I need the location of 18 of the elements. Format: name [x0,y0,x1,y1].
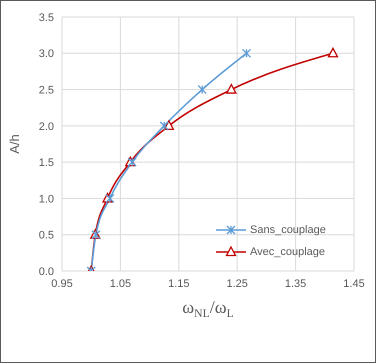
y-axis-title: A/h [7,134,22,154]
y-tick-label: 1.5 [38,157,54,170]
y-tick-label: 3.0 [38,48,54,60]
legend-label: Avec_couplage [250,246,326,258]
x-tick-label: 0.95 [51,278,73,290]
x-tick-label: 1.15 [168,278,190,290]
y-tick-label: 0.5 [38,230,54,242]
y-tick-label: 2.0 [38,120,54,133]
x-tick-label: 1.45 [343,278,365,290]
y-tick-label: 2.5 [38,84,54,96]
y-tick-label: 0.0 [38,266,54,278]
x-tick-label: 1.35 [284,278,306,290]
legend-label: Sans_couplage [250,224,326,236]
x-axis-title: ω$_{NL}$/ω$_{L}$ [182,297,234,320]
x-tick-label: 1.05 [110,278,132,290]
y-tick-label: 1.0 [38,193,54,206]
y-tick-label: 3.5 [38,12,54,24]
x-tick-label: 1.25 [226,278,248,290]
